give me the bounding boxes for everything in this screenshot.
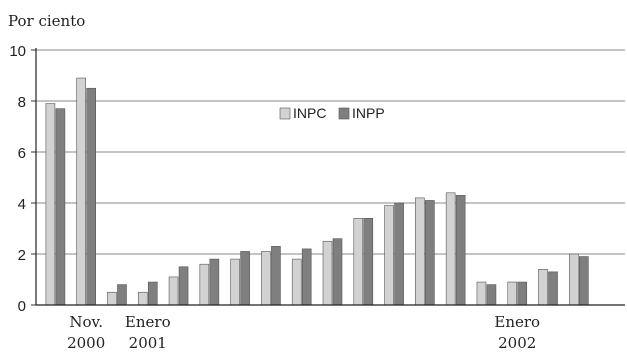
bar-inpc	[291, 258, 302, 306]
x-tick-labels: Nov. 2000 Enero 2001 Enero 2002	[67, 313, 540, 352]
bar-inpc	[507, 281, 518, 306]
y-tick-label: 10	[9, 43, 26, 60]
legend-label-inpp: INPP	[352, 105, 385, 121]
bar-inpc	[261, 251, 271, 306]
y-tick-label: 6	[18, 145, 26, 162]
x-tick-label: Enero	[494, 313, 540, 331]
bar-inpp	[455, 195, 466, 306]
bar-inpp	[86, 87, 96, 306]
x-tick-label: Nov.	[69, 313, 103, 331]
axes	[35, 48, 625, 306]
bar-inpc	[569, 253, 579, 306]
bar-inpp	[486, 284, 497, 306]
x-tick-label: 2000	[67, 334, 105, 352]
bar-inpp	[55, 108, 66, 306]
bar-inpp	[178, 266, 189, 306]
bar-inpc	[230, 258, 240, 306]
y-tick-labels: 0 2 4 6 8 10	[9, 43, 26, 315]
bar-inpc	[322, 240, 333, 306]
x-tick-label: Enero	[125, 313, 171, 331]
bar-inpc	[445, 192, 456, 306]
bar-inpc	[538, 268, 548, 306]
legend-swatch-inpp	[338, 107, 350, 120]
bar-inpp	[517, 281, 528, 306]
x-tick-label: 2001	[129, 334, 167, 352]
bar-inpc	[137, 291, 148, 306]
bar-inpp	[363, 218, 374, 306]
bar-inpc	[76, 77, 86, 306]
y-tick-label: 4	[18, 196, 26, 213]
gridlines	[31, 49, 625, 306]
legend: INPC INPP	[279, 105, 385, 121]
bar-inpp	[301, 248, 312, 306]
bar-inpc	[415, 197, 425, 306]
legend-label-inpc: INPC	[293, 105, 326, 121]
y-axis-label: Por ciento	[8, 12, 85, 30]
bar-inpp	[240, 251, 250, 306]
bar-inpc	[353, 218, 364, 306]
x-tick-label: 2002	[498, 334, 536, 352]
bar-inpc	[45, 103, 56, 306]
bar-inpc	[168, 276, 179, 306]
bar-inpp	[394, 202, 404, 306]
y-tick-label: 8	[18, 94, 26, 111]
y-tick-label: 0	[18, 298, 26, 315]
bar-inpp	[579, 256, 589, 306]
bar-inpc	[199, 263, 210, 306]
bar-inpc	[384, 205, 394, 306]
bar-inpp	[117, 284, 127, 306]
bar-inpp	[425, 200, 435, 306]
bar-inpp	[548, 271, 558, 306]
bar-inpc	[476, 281, 487, 306]
bar-inpp	[332, 238, 343, 306]
y-tick-label: 2	[18, 247, 26, 264]
legend-swatch-inpc	[279, 107, 291, 120]
bar-inpp	[271, 246, 281, 306]
bar-inpc	[107, 291, 117, 306]
bar-inpp	[147, 281, 158, 306]
bar-inpp	[209, 258, 220, 306]
